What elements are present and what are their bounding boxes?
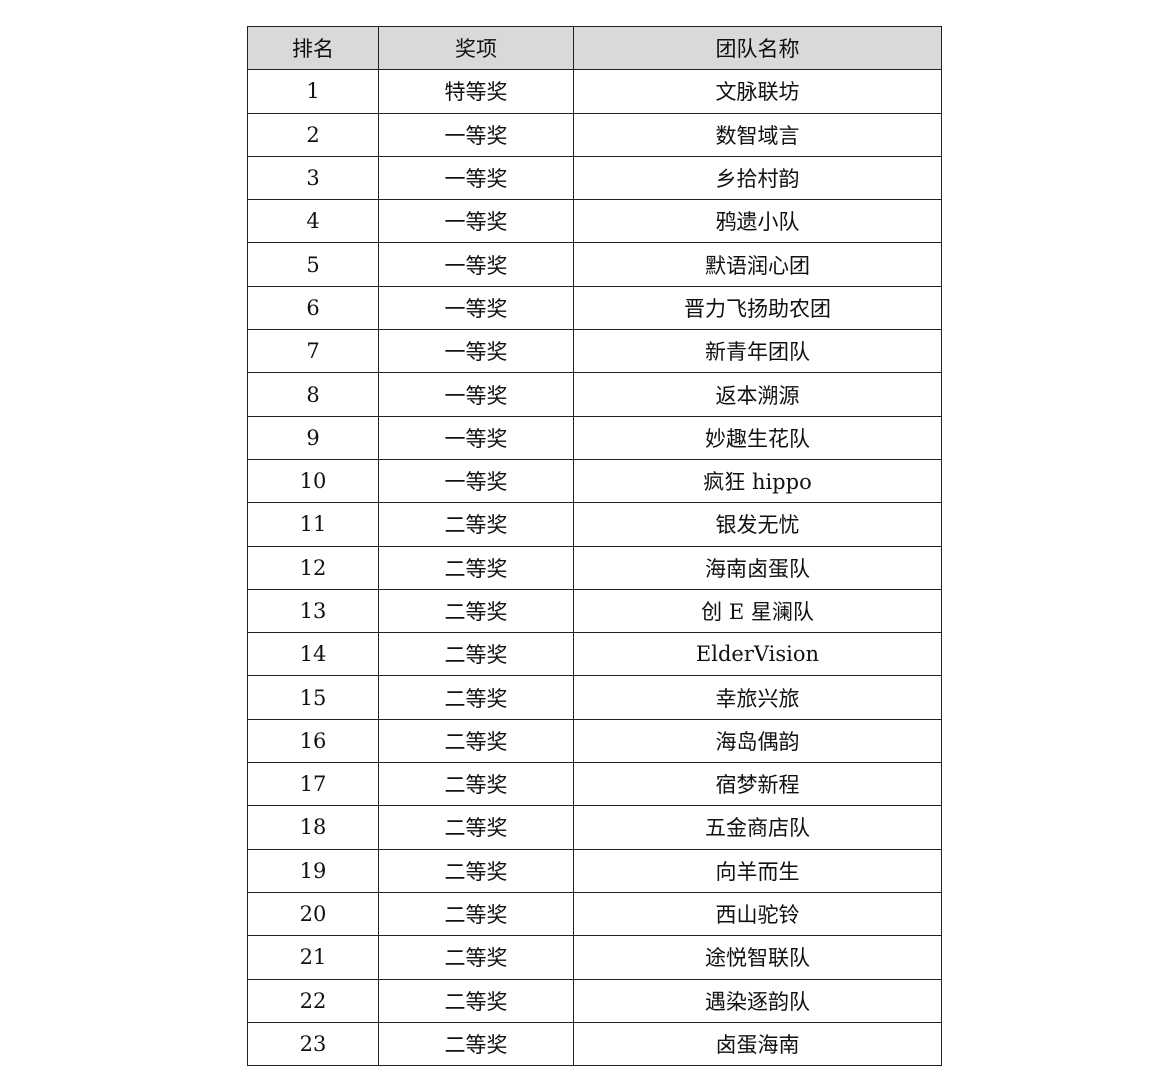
cell-award: 一等奖: [378, 112, 574, 157]
cell-rank: 13: [247, 588, 379, 634]
cell-rank: 8: [247, 372, 379, 417]
cell-award: 二等奖: [378, 762, 574, 807]
cell-team-name: 数智域言: [573, 112, 942, 157]
cell-rank: 19: [247, 848, 379, 893]
cell-award: 二等奖: [378, 545, 574, 590]
cell-rank: 3: [247, 155, 379, 201]
cell-award: 二等奖: [378, 848, 574, 893]
cell-team-name: 疯狂 hippo: [573, 458, 942, 504]
table-row: 16 二等奖 海岛偶韵: [247, 718, 942, 764]
cell-team-name: 幸旅兴旅: [573, 675, 942, 720]
table-row: 21 二等奖 途悦智联队: [247, 935, 942, 980]
cell-team-name: 妙趣生花队: [573, 415, 942, 460]
header-rank: 排名: [247, 25, 379, 71]
header-row: 排名 奖项 团队名称: [247, 25, 942, 71]
cell-team-name: ElderVision: [573, 632, 942, 677]
table-row: 1 特等奖 文脉联坊: [247, 69, 942, 114]
table-body: 1 特等奖 文脉联坊 2 一等奖 数智域言 3 一等奖 乡拾村韵 4 一等奖 鸦遗小队 5 一等奖 默语润心…: [247, 69, 942, 1067]
cell-team-name: 新青年团队: [573, 329, 942, 374]
cell-team-name: 海南卤蛋队: [573, 545, 942, 590]
table-row: 7 一等奖 新青年团队: [247, 329, 942, 374]
cell-team-name: 五金商店队: [573, 805, 942, 850]
cell-team-name: 创 E 星澜队: [573, 588, 942, 634]
cell-rank: 4: [247, 199, 379, 244]
cell-award: 一等奖: [378, 199, 574, 244]
table-row: 5 一等奖 默语润心团: [247, 242, 942, 287]
table-row: 4 一等奖 鸦遗小队: [247, 199, 942, 244]
cell-award: 二等奖: [378, 632, 574, 677]
cell-team-name: 途悦智联队: [573, 935, 942, 980]
cell-award: 二等奖: [378, 675, 574, 720]
cell-award: 二等奖: [378, 891, 574, 937]
cell-rank: 1: [247, 69, 379, 114]
cell-rank: 16: [247, 718, 379, 764]
cell-team-name: 遇染逐韵队: [573, 978, 942, 1023]
cell-award: 一等奖: [378, 329, 574, 374]
cell-award: 二等奖: [378, 935, 574, 980]
table-row: 17 二等奖 宿梦新程: [247, 762, 942, 807]
header-award: 奖项: [378, 25, 574, 71]
table-row: 10 一等奖 疯狂 hippo: [247, 458, 942, 504]
cell-team-name: 文脉联坊: [573, 69, 942, 114]
cell-rank: 14: [247, 632, 379, 677]
cell-team-name: 宿梦新程: [573, 762, 942, 807]
cell-rank: 10: [247, 458, 379, 504]
cell-award: 二等奖: [378, 588, 574, 634]
cell-team-name: 默语润心团: [573, 242, 942, 287]
table-row: 13 二等奖创 E 星澜队: [247, 588, 942, 634]
cell-award: 二等奖: [378, 1021, 574, 1067]
cell-rank: 18: [247, 805, 379, 850]
awards-table: 排名 奖项 团队名称 1 特等奖 文脉联坊 2 一等奖 数智域言 3 一等奖 乡拾村韵 4 一等奖鸦…: [247, 25, 942, 1067]
cell-award: 二等奖: [378, 805, 574, 850]
cell-rank: 9: [247, 415, 379, 460]
cell-team-name: 乡拾村韵: [573, 155, 942, 201]
cell-award: 一等奖: [378, 285, 574, 331]
cell-award: 一等奖: [378, 372, 574, 417]
cell-team-name: 向羊而生: [573, 848, 942, 893]
table-row: 18 二等奖 五金商店队: [247, 805, 942, 850]
cell-team-name: 晋力飞扬助农团: [573, 285, 942, 331]
table-row: 22 二等奖 遇染逐韵队: [247, 978, 942, 1023]
table-row: 23 二等奖 卤蛋海南: [247, 1021, 942, 1067]
cell-rank: 23: [247, 1021, 379, 1067]
cell-rank: 7: [247, 329, 379, 374]
table-row: 11 二等奖 银发无忧: [247, 502, 942, 547]
cell-rank: 6: [247, 285, 379, 331]
cell-rank: 22: [247, 978, 379, 1023]
cell-rank: 15: [247, 675, 379, 720]
cell-award: 特等奖: [378, 69, 574, 114]
cell-team-name: 银发无忧: [573, 502, 942, 547]
cell-rank: 2: [247, 112, 379, 157]
cell-award: 二等奖: [378, 718, 574, 764]
cell-rank: 20: [247, 891, 379, 937]
cell-award: 一等奖: [378, 415, 574, 460]
cell-team-name: 返本溯源: [573, 372, 942, 417]
table-row: 14 二等奖 ElderVision: [247, 632, 942, 677]
cell-team-name: 海岛偶韵: [573, 718, 942, 764]
cell-award: 一等奖: [378, 155, 574, 201]
table-row: 20 二等奖 西山驼铃: [247, 891, 942, 937]
cell-team-name: 卤蛋海南: [573, 1021, 942, 1067]
cell-award: 一等奖: [378, 242, 574, 287]
table-row: 6 一等奖 晋力飞扬助农团: [247, 285, 942, 331]
table-row: 3 一等奖 乡拾村韵: [247, 155, 942, 201]
cell-award: 二等奖: [378, 502, 574, 547]
table-row: 12 二等奖 海南卤蛋队: [247, 545, 942, 590]
table-row: 8 一等奖 返本溯源: [247, 372, 942, 417]
cell-rank: 21: [247, 935, 379, 980]
cell-rank: 17: [247, 762, 379, 807]
table-row: 9 一等奖 妙趣生花队: [247, 415, 942, 460]
header-team-name: 团队名称: [573, 25, 942, 71]
table-row: 19 二等奖 向羊而生: [247, 848, 942, 893]
cell-rank: 5: [247, 242, 379, 287]
cell-rank: 11: [247, 502, 379, 547]
cell-team-name: 西山驼铃: [573, 891, 942, 937]
cell-team-name: 鸦遗小队: [573, 199, 942, 244]
table-row: 2 一等奖 数智域言: [247, 112, 942, 157]
cell-award: 二等奖: [378, 978, 574, 1023]
table-row: 15 二等奖 幸旅兴旅: [247, 675, 942, 720]
cell-award: 一等奖: [378, 458, 574, 504]
cell-rank: 12: [247, 545, 379, 590]
